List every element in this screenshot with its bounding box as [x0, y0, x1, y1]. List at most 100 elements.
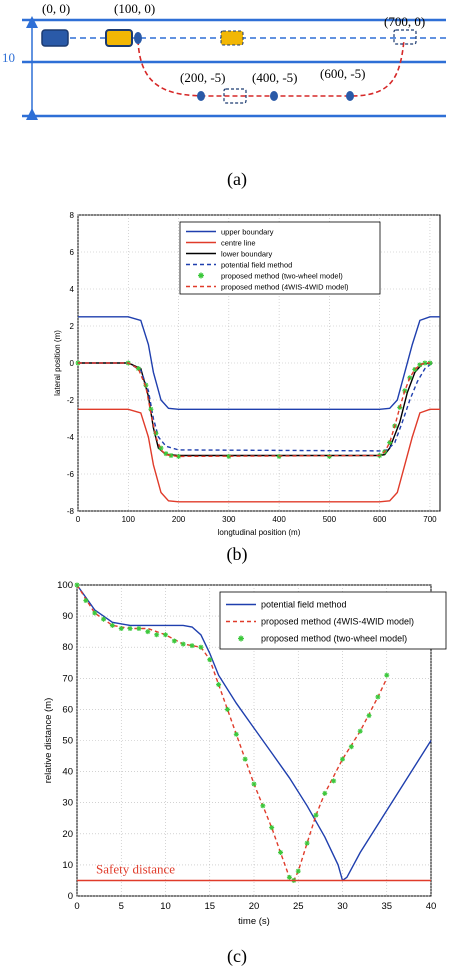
data-point-marker — [387, 440, 393, 446]
x-tick-label: 700 — [423, 515, 437, 524]
y-tick-label: 20 — [62, 829, 73, 840]
data-point-marker — [216, 682, 222, 688]
point-label: (700, 0) — [384, 14, 425, 29]
data-point-marker — [251, 781, 257, 787]
legend-marker — [198, 272, 204, 279]
data-point-marker — [148, 406, 154, 412]
series-line — [78, 362, 433, 452]
y-axis-label: relative distance (m) — [43, 698, 54, 784]
panel-a: 10 (0, 0) (100, 0) (700, 0) (200, -5) (4… — [2, 1, 446, 190]
chart-b: 0 100 200 300 400 500 600 700 8 6 4 2 0 -2 -4 -6 -8 longt… — [53, 211, 441, 565]
lane-change-path — [137, 39, 405, 97]
data-point-marker — [83, 598, 89, 604]
data-point-marker — [118, 626, 124, 632]
x-tick-label: 25 — [293, 901, 304, 912]
waypoint-400-neg5 — [270, 91, 278, 101]
y-tick-label: 0 — [70, 359, 75, 368]
data-point-marker — [427, 360, 433, 366]
data-point-marker — [340, 756, 345, 762]
x-tick-label: 40 — [426, 901, 437, 912]
data-point-marker — [176, 453, 182, 459]
data-point-marker — [92, 610, 98, 616]
y-tick-label: 40 — [62, 767, 73, 778]
y-axis-label: lateral position (m) — [53, 330, 62, 396]
data-point-marker — [375, 694, 381, 700]
chart-caption: (c) — [227, 946, 247, 967]
point-label: (200, -5) — [180, 70, 226, 85]
x-tick-label: 300 — [222, 515, 236, 524]
x-tick-label: 500 — [323, 515, 337, 524]
y-tick-label: 4 — [70, 285, 75, 294]
x-tick-label: 10 — [160, 901, 171, 912]
x-tick-label: 0 — [76, 515, 81, 524]
point-label: (0, 0) — [42, 1, 70, 16]
legend-label: proposed method (4WIS-4WID model) — [221, 283, 349, 292]
x-axis-label: longtudinal position (m) — [218, 528, 301, 537]
data-point-marker — [158, 445, 164, 451]
data-point-marker — [242, 756, 248, 762]
data-point-marker — [295, 868, 301, 874]
data-point-marker — [233, 731, 239, 737]
y-tick-label: 80 — [62, 642, 73, 653]
data-point-marker — [207, 657, 213, 663]
x-tick-label: 5 — [119, 901, 124, 912]
data-point-marker — [226, 453, 232, 459]
data-point-marker — [109, 622, 115, 628]
y-tick-label: 70 — [62, 673, 73, 684]
data-point-marker — [384, 672, 390, 678]
data-point-marker — [171, 638, 177, 644]
x-tick-label: 30 — [337, 901, 348, 912]
data-point-marker — [168, 453, 174, 458]
x-tick-label: 20 — [249, 901, 260, 912]
y-tick-label: 50 — [62, 736, 73, 747]
waypoint-200-neg5 — [197, 91, 205, 101]
legend-label: proposed method (4WIS-4WID model) — [261, 617, 414, 627]
legend-label: potential field method — [261, 600, 347, 610]
data-point-marker — [101, 616, 107, 622]
y-tick-label: -6 — [67, 470, 75, 479]
y-tick-label: -8 — [67, 507, 75, 516]
legend-label: upper boundary — [221, 228, 274, 237]
width-label: 10 — [2, 50, 15, 65]
y-tick-label: 0 — [68, 891, 73, 902]
x-tick-label: 600 — [373, 515, 387, 524]
point-label: (600, -5) — [320, 66, 366, 81]
data-point-marker — [286, 874, 292, 880]
y-tick-label: 8 — [70, 211, 75, 220]
data-point-marker — [422, 360, 428, 366]
series-line — [78, 362, 430, 458]
data-point-marker — [180, 641, 186, 647]
waypoint-600-neg5 — [346, 91, 354, 101]
data-point-marker — [366, 713, 372, 719]
data-point-marker — [189, 643, 195, 649]
data-point-marker — [322, 790, 328, 796]
series-line — [78, 316, 440, 410]
vehicle-origin — [41, 29, 69, 47]
x-tick-label: 200 — [172, 515, 186, 524]
legend-marker — [238, 635, 244, 642]
caption-a: (a) — [227, 169, 247, 190]
data-point-marker — [417, 362, 423, 368]
data-point-marker — [135, 366, 141, 372]
data-point-marker — [348, 744, 354, 750]
point-label: (100, 0) — [114, 1, 155, 16]
x-tick-label: 15 — [204, 901, 215, 912]
data-point-marker — [304, 840, 310, 846]
data-point-marker — [154, 632, 160, 638]
y-tick-label: 6 — [70, 248, 75, 257]
vehicle-ghost-end — [393, 29, 417, 45]
waypoint-100-0 — [134, 32, 142, 44]
vehicle-ego — [105, 29, 133, 47]
legend-box — [219, 591, 447, 650]
legend-label: centre line — [221, 239, 256, 248]
y-tick-label: 30 — [62, 798, 73, 809]
chart-caption: (b) — [227, 544, 248, 565]
data-point-marker — [153, 430, 159, 436]
data-point-marker — [136, 626, 142, 632]
legend-label: potential field method — [221, 261, 292, 270]
y-tick-label: -4 — [67, 433, 75, 442]
y-tick-label: 90 — [62, 611, 73, 622]
vehicle-ghost-mid — [223, 88, 247, 104]
data-point-marker — [331, 778, 337, 784]
y-tick-label: 2 — [70, 322, 75, 331]
